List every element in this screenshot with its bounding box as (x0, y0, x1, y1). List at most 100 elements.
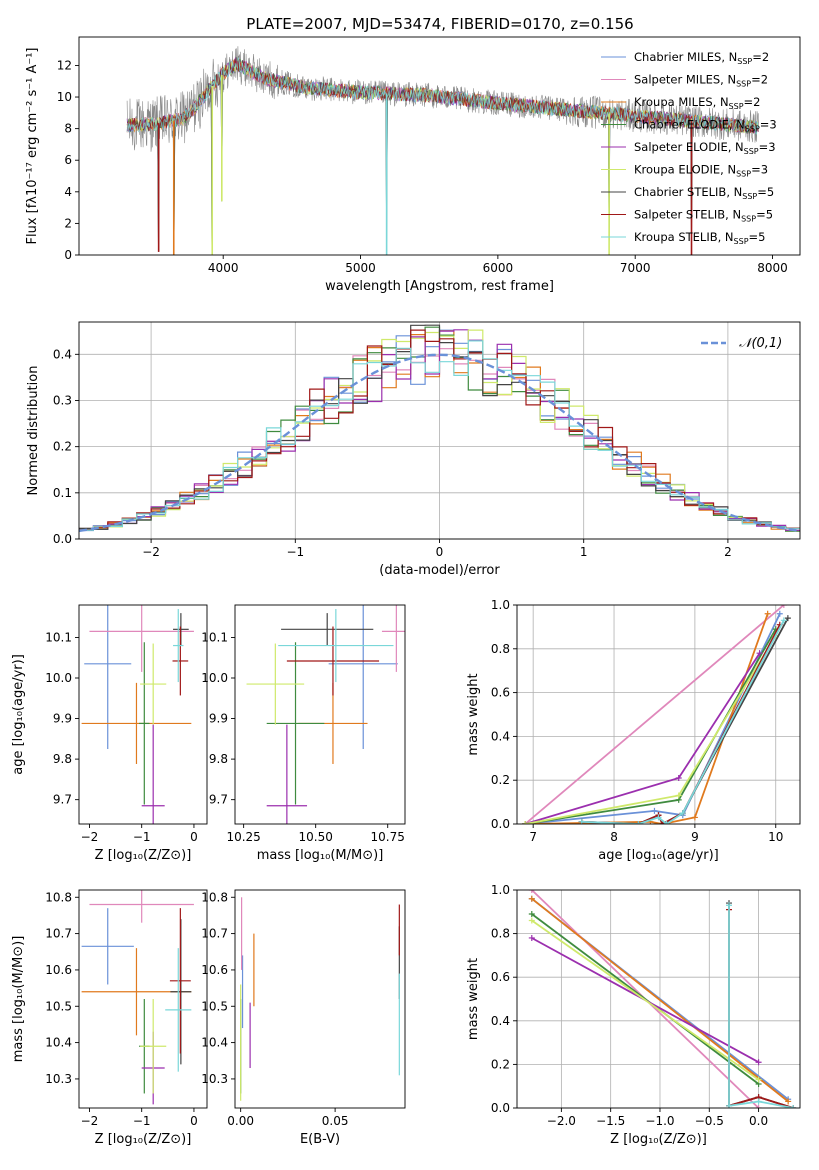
weight-marker (651, 807, 658, 814)
y-tick-label: 10.1 (45, 630, 72, 644)
age-weight-frame: 7 8 9 10 0.0 0.2 0.4 0.6 0.8 1.0 age [log₁₀(age/yr… (466, 598, 801, 863)
plot-frame (234, 604, 406, 825)
legend-label-text: Kroupa ELODIE, N (634, 163, 736, 177)
y-tick-label: 10.0 (201, 671, 228, 685)
y-tick-label: 10.7 (45, 927, 72, 941)
weight-marker (528, 934, 535, 941)
y-tick-label: 10.3 (45, 1072, 72, 1086)
weight-marker (755, 1076, 762, 1083)
legend-entry-chabrier-elodie: Chabrier ELODIE, NSSP=3 (634, 118, 777, 134)
y-tick-label: 0.0 (53, 532, 72, 546)
y-tick-label: 10.5 (201, 999, 228, 1013)
histogram-plot (79, 324, 800, 533)
x-tick-label: 4000 (208, 261, 239, 275)
errorbar-salpeter-stelib (172, 626, 189, 696)
plot-frame (516, 889, 801, 1109)
plot-frame (234, 889, 406, 1109)
errorbar-salpeter-stelib (169, 908, 191, 1054)
x-tick-label: −0.5 (695, 1114, 724, 1128)
y-tick-label: 9.9 (209, 712, 228, 726)
weight-line-kroupa-stelib (728, 905, 794, 1108)
y-tick-label: 2 (64, 216, 72, 230)
x-tick-label: −2 (81, 830, 99, 844)
errorbar-salpeter-stelib (286, 626, 380, 696)
legend-label-text: Chabrier STELIB, N (634, 185, 742, 199)
weight-marker (691, 814, 698, 821)
x-tick-label: −2 (142, 545, 160, 559)
x-tick-label: 0 (436, 545, 444, 559)
y-tick-label: 0.0 (491, 1101, 510, 1115)
errorbar-salpeter-elodie (266, 724, 308, 824)
weight-marker (755, 1098, 762, 1105)
x-tick-label: −1 (133, 1114, 151, 1128)
errorbar-kroupa-miles (81, 682, 192, 764)
mass-age-points (246, 605, 405, 824)
z-age-frame: −2 −1 0 9.7 9.8 9.9 10.0 10.1 Z [log₁₀(Z/Z⊙)] age… (11, 604, 208, 863)
plot-frame (78, 36, 801, 256)
y-tick-label: 1.0 (491, 883, 510, 897)
x-tick-label: 8 (610, 830, 618, 844)
x-tick-label: 0.00 (227, 1114, 254, 1128)
legend-subscript: SSP (744, 147, 759, 156)
hist-frame: −2 −1 0 1 2 0.0 0.1 0.2 0.3 0.4 (data-model)/error… (26, 321, 801, 578)
legend-label-text: Kroupa STELIB, N (634, 230, 734, 244)
legend-entry-kroupa-stelib: Kroupa STELIB, NSSP=5 (634, 230, 765, 246)
y-tick-label: 0.8 (491, 927, 510, 941)
errorbar-chabrier-elodie (139, 642, 150, 805)
y-tick-label: 10.4 (45, 1036, 72, 1050)
y-axis-label: mass weight (466, 673, 481, 755)
legend-label-text: Chabrier ELODIE, N (634, 118, 745, 132)
legend-subscript: SSP (729, 102, 744, 111)
y-tick-label: 10.3 (201, 1072, 228, 1086)
age-weight-axes (517, 604, 800, 825)
z-mass-points (81, 890, 194, 1105)
weight-marker (522, 821, 529, 824)
z-mass-frame: −2 −1 0 10.3 10.4 10.5 10.6 10.7 10.8 Z [log₁₀(Z/… (11, 889, 208, 1147)
ebv-mass-frame: 0.00 0.05 10.3 10.4 10.5 10.6 10.7 10.8 E(B-V) (201, 889, 406, 1147)
x-tick-label: −1 (286, 545, 304, 559)
y-tick-label: 0.3 (53, 393, 72, 407)
x-tick-label: −2 (81, 1114, 99, 1128)
legend-entry-chabrier-stelib: Chabrier STELIB, NSSP=5 (634, 185, 774, 201)
y-axis-label: mass [log₁₀(M/M⊙)] (11, 936, 26, 1063)
y-tick-label: 0.6 (491, 686, 510, 700)
x-tick-label: −1.5 (596, 1114, 625, 1128)
x-tick-label: 0 (190, 830, 198, 844)
weight-marker (755, 1059, 762, 1066)
weight-marker (675, 775, 682, 782)
x-axis-label: Z [log₁₀(Z/Z⊙)] (610, 1132, 707, 1147)
legend-label-text: Salpeter ELODIE, N (634, 140, 744, 154)
legend-suffix: =5 (749, 230, 766, 244)
legend-subscript: SSP (742, 192, 757, 201)
histogram-chabrier-stelib (79, 324, 800, 530)
x-axis-label: wavelength [Angstrom, rest frame] (325, 279, 554, 294)
x-axis-label: (data-model)/error (379, 563, 500, 578)
y-tick-label: 0.1 (53, 486, 72, 500)
weight-marker (756, 650, 763, 657)
y-tick-label: 9.8 (53, 752, 72, 766)
x-tick-label: 2 (724, 545, 732, 559)
x-axis-label: Z [log₁₀(Z/Z⊙)] (95, 1132, 192, 1147)
legend-subscript: SSP (741, 215, 756, 224)
z-age-points (81, 605, 194, 824)
y-tick-label: 1.0 (491, 598, 510, 612)
errorbar-kroupa-elodie (140, 999, 167, 1094)
y-tick-label: 10.8 (201, 890, 228, 904)
y-tick-label: 10.6 (201, 963, 228, 977)
legend-suffix: =2 (744, 95, 761, 109)
plot-frame (78, 604, 208, 825)
errorbar-chabrier-miles (84, 605, 132, 749)
x-tick-label: 0.05 (322, 1114, 349, 1128)
weight-marker (785, 1098, 792, 1105)
legend-subscript: SSP (736, 80, 751, 89)
weight-marker (780, 617, 787, 624)
legend-subscript: SSP (745, 125, 760, 134)
weight-marker (528, 890, 535, 893)
weight-line-chabrier-elodie (531, 913, 760, 1085)
legend-suffix: =2 (751, 73, 768, 87)
weight-line-kroupa-elodie (531, 919, 760, 1081)
y-tick-label: 12 (57, 58, 72, 72)
legend-entry-salpeter-elodie: Salpeter ELODIE, NSSP=3 (634, 140, 776, 156)
y-tick-label: 0.6 (491, 970, 510, 984)
y-tick-label: 0.2 (491, 773, 510, 787)
